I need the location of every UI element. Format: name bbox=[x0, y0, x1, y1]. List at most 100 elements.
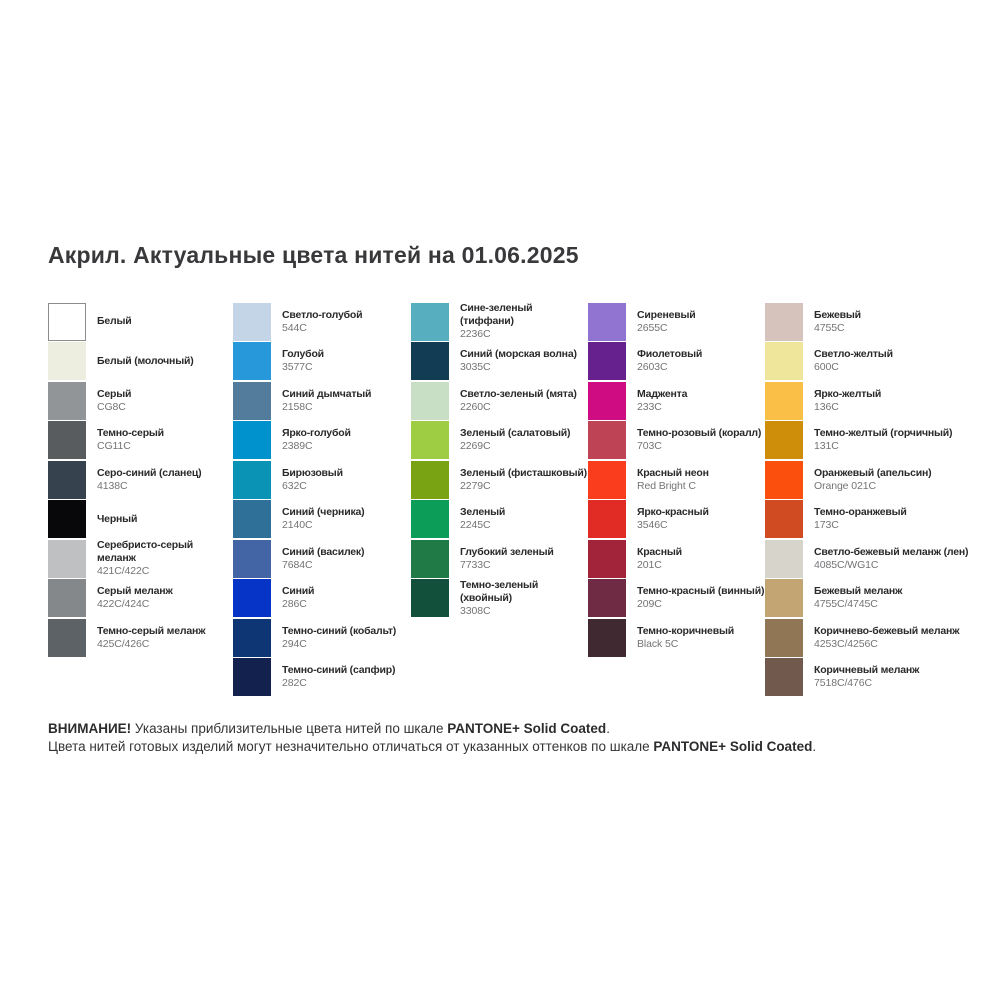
disclaimer-text: . bbox=[606, 721, 610, 736]
swatch-row: Зеленый (салатовый) 2269C bbox=[411, 421, 588, 461]
color-name: Серый меланж bbox=[97, 585, 173, 598]
swatch-row: Коричнево-бежевый меланж 4253C/4256C bbox=[765, 618, 1000, 658]
color-swatch bbox=[411, 539, 449, 578]
color-name: Темно-красный (винный) bbox=[637, 585, 765, 598]
pantone-code: 4138C bbox=[97, 479, 128, 492]
color-swatch bbox=[765, 460, 803, 499]
swatch-row: Сиреневый 2655C bbox=[588, 302, 765, 342]
color-name: Бирюзовый bbox=[282, 466, 343, 479]
pantone-code: 544C bbox=[282, 321, 307, 334]
pantone-code: Red Bright C bbox=[637, 479, 696, 492]
color-swatch bbox=[233, 658, 271, 697]
color-name: Темно-оранжевый bbox=[814, 506, 907, 519]
pantone-code: 3577C bbox=[282, 361, 313, 374]
color-name: Белый bbox=[97, 315, 132, 328]
swatch-text: Темно-оранжевый 173C bbox=[814, 506, 907, 532]
color-name: Синий дымчатый bbox=[282, 387, 372, 400]
swatch-row: Ярко-желтый 136C bbox=[765, 381, 1000, 421]
color-swatch bbox=[233, 342, 271, 381]
color-swatch bbox=[48, 342, 86, 381]
color-name: Голубой bbox=[282, 348, 324, 361]
pantone-code: 4085C/WG1C bbox=[814, 558, 879, 571]
disclaimer-bold-text: PANTONE+ Solid Coated bbox=[653, 738, 813, 754]
swatch-text: Зеленый (фисташковый) 2279C bbox=[460, 467, 587, 493]
pantone-code: CG8C bbox=[97, 400, 126, 413]
swatch-text: Синий 286C bbox=[282, 585, 314, 611]
color-swatch bbox=[588, 302, 626, 341]
color-swatch bbox=[233, 421, 271, 460]
color-name: Глубокий зеленый bbox=[460, 545, 554, 558]
color-swatch bbox=[765, 421, 803, 460]
swatch-row: Бежевый меланж 4755C/4745C bbox=[765, 579, 1000, 619]
color-swatch bbox=[765, 342, 803, 381]
pantone-code: 2603C bbox=[637, 361, 668, 374]
color-name: Бежевый bbox=[814, 308, 861, 321]
color-swatch bbox=[765, 302, 803, 341]
color-name: Темно-желтый (горчичный) bbox=[814, 427, 953, 440]
swatch-text: Глубокий зеленый 7733C bbox=[460, 546, 554, 572]
pantone-code: 2158C bbox=[282, 400, 313, 413]
color-name: Темно-розовый (коралл) bbox=[637, 427, 762, 440]
swatch-row: Светло-голубой 544C bbox=[233, 302, 411, 342]
swatch-text: Темно-зеленый (хвойный) 3308C bbox=[460, 579, 588, 618]
color-name: Ярко-красный bbox=[637, 506, 709, 519]
pantone-code: CG11C bbox=[97, 440, 131, 453]
swatch-row: Серый CG8C bbox=[48, 381, 233, 421]
swatch-text: Синий (морская волна) 3035C bbox=[460, 348, 577, 374]
swatch-row: Темно-оранжевый 173C bbox=[765, 500, 1000, 540]
swatch-text: Сине-зеленый (тиффани) 2236C bbox=[460, 302, 588, 341]
swatch-row: Ярко-голубой 2389C bbox=[233, 421, 411, 461]
swatch-text: Светло-бежевый меланж (лен) 4085C/WG1C bbox=[814, 545, 969, 572]
swatch-row: Синий дымчатый 2158C bbox=[233, 381, 411, 421]
color-name: Светло-бежевый меланж (лен) bbox=[814, 545, 969, 558]
pantone-code: 3035C bbox=[460, 361, 491, 374]
color-name: Зеленый (фисташковый) bbox=[460, 466, 587, 479]
swatch-row: Серебристо-серый меланж 421C/422C bbox=[48, 539, 233, 579]
color-swatch bbox=[588, 539, 626, 578]
color-swatch bbox=[765, 539, 803, 578]
swatch-text: Серый меланж 422C/424C bbox=[97, 585, 173, 611]
palette-column-1: Белый Белый (молочный) Серый CG8C Темно-серы… bbox=[48, 302, 233, 658]
color-swatch bbox=[233, 381, 271, 420]
pantone-code: 173C bbox=[814, 519, 839, 532]
pantone-code: 282C bbox=[282, 677, 307, 690]
swatch-text: Серо-синий (сланец) 4138C bbox=[97, 467, 202, 493]
pantone-code: 2260C bbox=[460, 400, 491, 413]
swatch-text: Красный неон Red Bright C bbox=[637, 467, 709, 493]
swatch-text: Коричневый меланж 7518C/476C bbox=[814, 664, 919, 690]
color-swatch bbox=[411, 579, 449, 618]
color-swatch bbox=[765, 618, 803, 657]
swatch-row: Оранжевый (апельсин) Orange 021C bbox=[765, 460, 1000, 500]
pantone-code: 632C bbox=[282, 479, 307, 492]
swatch-row: Красный 201C bbox=[588, 539, 765, 579]
swatch-row: Черный bbox=[48, 500, 233, 540]
palette-column-2: Светло-голубой 544C Голубой 3577C Синий дымч… bbox=[233, 302, 411, 697]
color-swatch bbox=[48, 500, 86, 539]
swatch-text: Темно-синий (кобальт) 294C bbox=[282, 625, 396, 651]
swatch-row: Серо-синий (сланец) 4138C bbox=[48, 460, 233, 500]
color-name: Красный bbox=[637, 545, 682, 558]
pantone-code: 600C bbox=[814, 361, 839, 374]
pantone-code: 209C bbox=[637, 598, 662, 611]
disclaimer-text: Указаны приблизительные цвета нитей по ш… bbox=[131, 721, 448, 736]
swatch-row: Темно-красный (винный) 209C bbox=[588, 579, 765, 619]
color-swatch bbox=[48, 302, 86, 341]
disclaimer-bold-text: PANTONE+ Solid Coated bbox=[447, 721, 607, 736]
color-swatch bbox=[233, 460, 271, 499]
color-swatch bbox=[588, 579, 626, 618]
color-name: Темно-коричневый bbox=[637, 624, 734, 637]
color-swatch bbox=[588, 500, 626, 539]
pantone-code: 2236C bbox=[460, 328, 491, 341]
color-swatch bbox=[48, 460, 86, 499]
swatch-text: Синий дымчатый 2158C bbox=[282, 387, 372, 414]
swatch-row: Темно-коричневый Black 5C bbox=[588, 618, 765, 658]
pantone-code: 2245C bbox=[460, 519, 491, 532]
swatch-text: Светло-зеленый (мята) 2260C bbox=[460, 388, 577, 414]
color-swatch bbox=[48, 421, 86, 460]
swatch-row: Сине-зеленый (тиффани) 2236C bbox=[411, 302, 588, 342]
color-swatch bbox=[411, 421, 449, 460]
swatch-row: Серый меланж 422C/424C bbox=[48, 579, 233, 619]
color-name: Темно-синий (сапфир) bbox=[282, 664, 396, 677]
pantone-code: 425C/426C bbox=[97, 637, 150, 650]
swatch-text: Красный 201C bbox=[637, 546, 682, 572]
